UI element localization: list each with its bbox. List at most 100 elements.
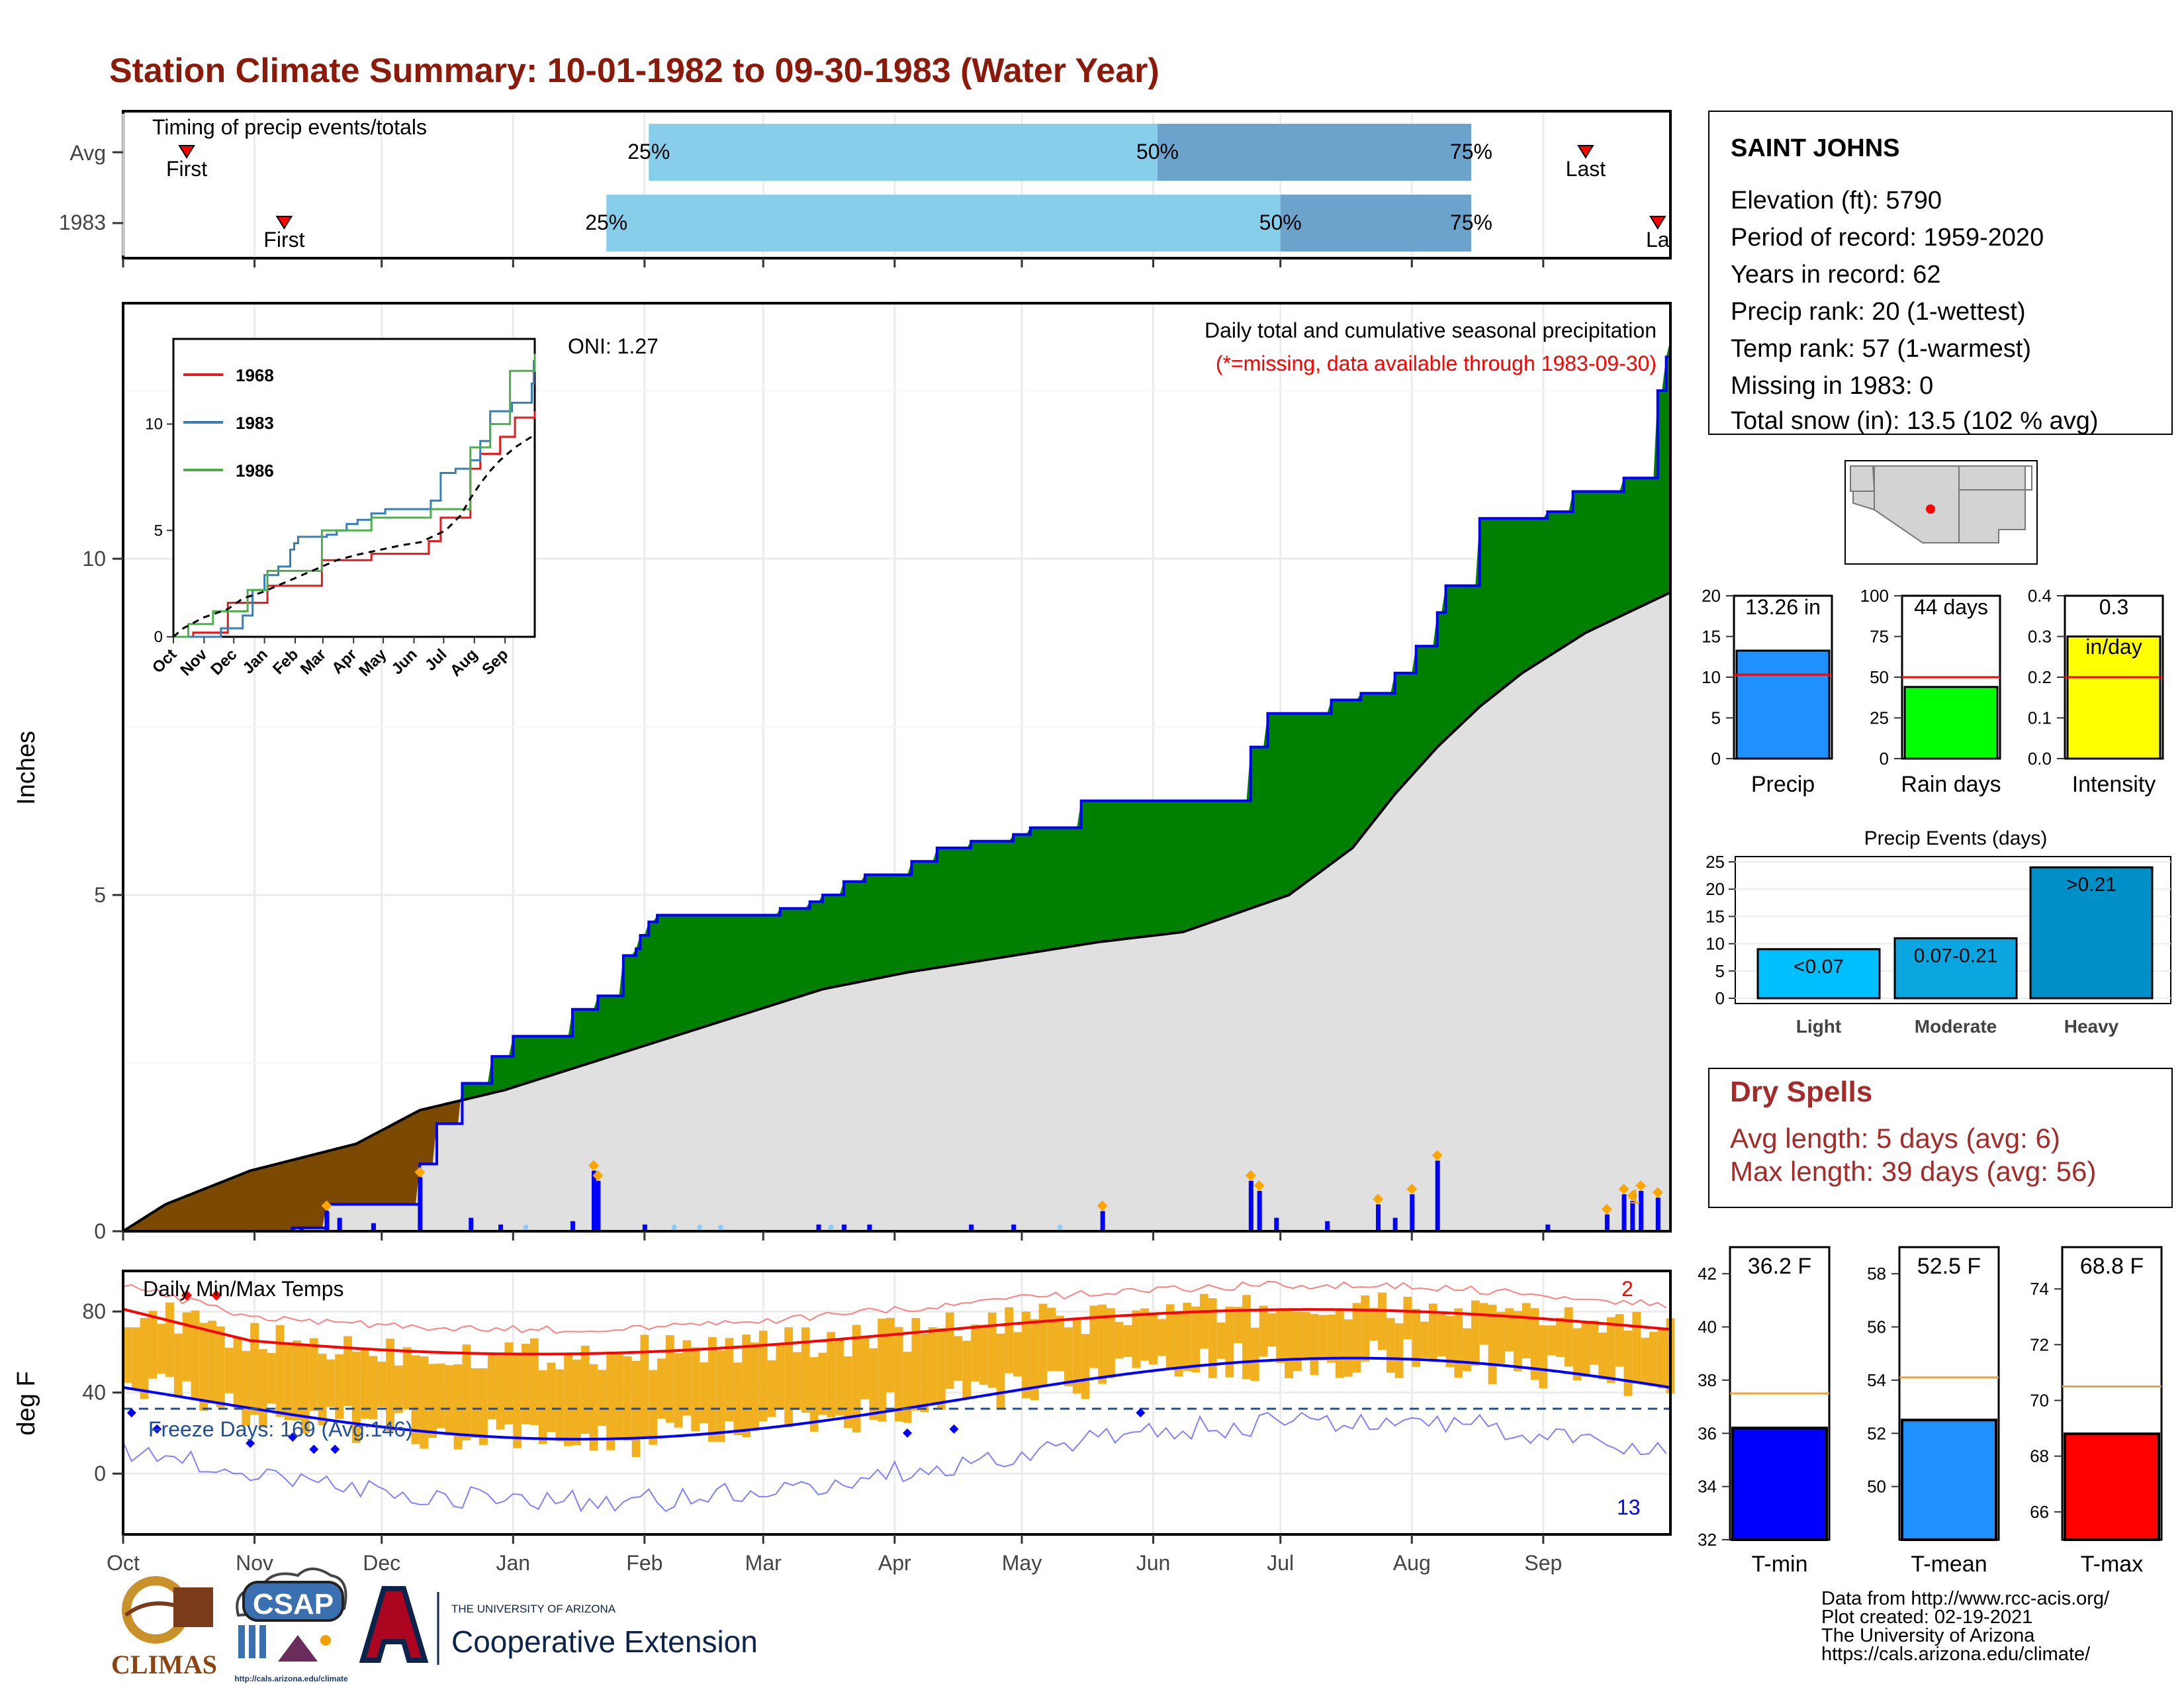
record-low-marker bbox=[246, 1438, 255, 1448]
daily-precip-bar bbox=[1100, 1211, 1105, 1231]
daily-temp-bar bbox=[1081, 1334, 1090, 1399]
daily-temp-bar bbox=[1038, 1303, 1048, 1386]
daily-temp-bar bbox=[1403, 1296, 1412, 1340]
daily-temp-bar bbox=[1369, 1307, 1379, 1341]
daily-temp-bar bbox=[496, 1356, 505, 1430]
daily-precip-bar bbox=[596, 1180, 601, 1231]
daily-temp-bar bbox=[979, 1326, 988, 1385]
daily-temp-bar bbox=[445, 1365, 454, 1436]
daily-temp-bar bbox=[1394, 1323, 1404, 1378]
precip-ytick-label: 5 bbox=[94, 883, 106, 907]
daily-temp-bar bbox=[886, 1317, 895, 1392]
daily-temp-bar bbox=[1361, 1295, 1370, 1362]
daily-temp-bar bbox=[1327, 1315, 1336, 1363]
summary-ytick-label: 0.2 bbox=[2028, 667, 2052, 687]
daily-temp-bar bbox=[453, 1364, 463, 1450]
daily-precip-bar bbox=[592, 1170, 597, 1231]
inset-line-1983 bbox=[173, 360, 535, 638]
temp-ytick-label: 40 bbox=[82, 1381, 106, 1405]
summary-ytick-label: 20 bbox=[1702, 586, 1721, 606]
daily-temp-bar bbox=[758, 1331, 768, 1422]
summary-ytick-label: 0 bbox=[1711, 749, 1721, 769]
credit-url: https://cals.arizona.edu/climate/ bbox=[1821, 1644, 2091, 1665]
daily-precip-bar bbox=[337, 1217, 342, 1231]
daily-temp-bar bbox=[649, 1370, 658, 1445]
oni-label: ONI: 1.27 bbox=[568, 334, 659, 358]
daily-temp-bar bbox=[615, 1354, 623, 1440]
daily-precip-bar bbox=[1639, 1191, 1644, 1231]
precip-ytick-label: 10 bbox=[82, 547, 106, 571]
daily-temp-bar bbox=[767, 1360, 776, 1417]
timing-label-50: 50% bbox=[1136, 140, 1179, 164]
events-bar-moderate bbox=[1893, 937, 2018, 1000]
daily-precip-bar bbox=[1376, 1204, 1381, 1231]
daily-temp-bar bbox=[140, 1317, 149, 1399]
timing-label-75: 75% bbox=[1450, 211, 1492, 234]
inset-line-1968 bbox=[173, 411, 536, 638]
daily-temp-bar bbox=[462, 1344, 471, 1440]
temp-ytick-label: 74 bbox=[2030, 1279, 2049, 1299]
inset-legend-1986: 1986 bbox=[236, 461, 274, 481]
daily-temp-bar bbox=[1412, 1309, 1421, 1367]
daily-temp-bar bbox=[852, 1325, 861, 1432]
temp-ytick-label: 80 bbox=[82, 1299, 106, 1323]
daily-temp-bar bbox=[284, 1344, 293, 1421]
summary-ytick-label: 75 bbox=[1870, 627, 1889, 647]
daily-temp-bar bbox=[564, 1354, 572, 1446]
daily-temp-bar bbox=[996, 1333, 1005, 1409]
daily-temp-bar bbox=[835, 1339, 844, 1416]
csap-logo: CSAP http://cals.arizona.edu/climate bbox=[234, 1568, 348, 1683]
daily-temp-bar bbox=[182, 1312, 191, 1382]
daily-precip-bar bbox=[1274, 1217, 1279, 1231]
daily-temp-bar bbox=[954, 1336, 963, 1382]
timing-label-75: 75% bbox=[1450, 140, 1492, 164]
record-low-marker bbox=[903, 1428, 913, 1438]
events-ytick-label: 5 bbox=[1715, 961, 1725, 981]
month-label-jan: Jan bbox=[496, 1551, 531, 1575]
temp-ytick-label: 72 bbox=[2030, 1335, 2049, 1354]
daily-precip-bar bbox=[418, 1177, 423, 1231]
events-bar-label: 0.07-0.21 bbox=[1914, 945, 1998, 966]
precip-subtitle: Daily total and cumulative seasonal prec… bbox=[1205, 318, 1657, 342]
daily-temp-bar bbox=[1657, 1328, 1666, 1389]
last-event-label: La bbox=[1646, 228, 1670, 252]
summary-ytick-label: 25 bbox=[1870, 708, 1889, 728]
daily-temp-bar bbox=[165, 1302, 174, 1378]
inset-line-average bbox=[173, 434, 535, 638]
daily-temp-bar bbox=[751, 1342, 759, 1430]
summary-ytick-label: 0.0 bbox=[2028, 749, 2052, 769]
daily-temp-bar bbox=[1420, 1321, 1429, 1358]
average-cumulative-area bbox=[123, 592, 1670, 1231]
temp-name-0: T-min bbox=[1752, 1552, 1808, 1577]
daily-temp-bar bbox=[589, 1364, 598, 1451]
daily-temp-bar bbox=[707, 1336, 717, 1442]
daily-precip-bar bbox=[1545, 1224, 1551, 1231]
summary-ytick-label: 100 bbox=[1860, 586, 1889, 606]
daily-temp-bar bbox=[1267, 1313, 1277, 1347]
dry-spells-avg: Avg length: 5 days (avg: 6) bbox=[1730, 1123, 2060, 1154]
daily-temp-bar bbox=[843, 1356, 852, 1429]
daily-precip-bar bbox=[1435, 1160, 1440, 1231]
summary-ytick-label: 15 bbox=[1702, 627, 1721, 647]
temp-ytick-label: 70 bbox=[2030, 1391, 2049, 1411]
daily-temp-bar bbox=[199, 1323, 208, 1411]
daily-temp-bar bbox=[479, 1368, 488, 1445]
daily-temp-bar bbox=[293, 1340, 302, 1421]
month-label-apr: Apr bbox=[878, 1551, 911, 1575]
daily-temp-bar bbox=[522, 1343, 530, 1425]
daily-temp-bar bbox=[1318, 1315, 1328, 1361]
summary-bars: 13.26 in 0 5 10 15 20 Precip 44 days 0 25 50 75 100 R… bbox=[1702, 586, 2164, 797]
daily-temp-bar bbox=[962, 1340, 972, 1398]
events-bar-label: <0.07 bbox=[1794, 956, 1844, 978]
daily-temp-bar bbox=[1590, 1320, 1599, 1365]
daily-temp-bar bbox=[1056, 1315, 1065, 1372]
daily-precip-bar bbox=[291, 1227, 296, 1231]
timing-row-label-avg: Avg bbox=[69, 141, 106, 165]
events-ytick-label: 25 bbox=[1706, 852, 1725, 872]
daily-temp-bar bbox=[1649, 1331, 1658, 1387]
daily-precip-bar bbox=[816, 1224, 821, 1231]
daily-precip-bar bbox=[642, 1224, 647, 1231]
